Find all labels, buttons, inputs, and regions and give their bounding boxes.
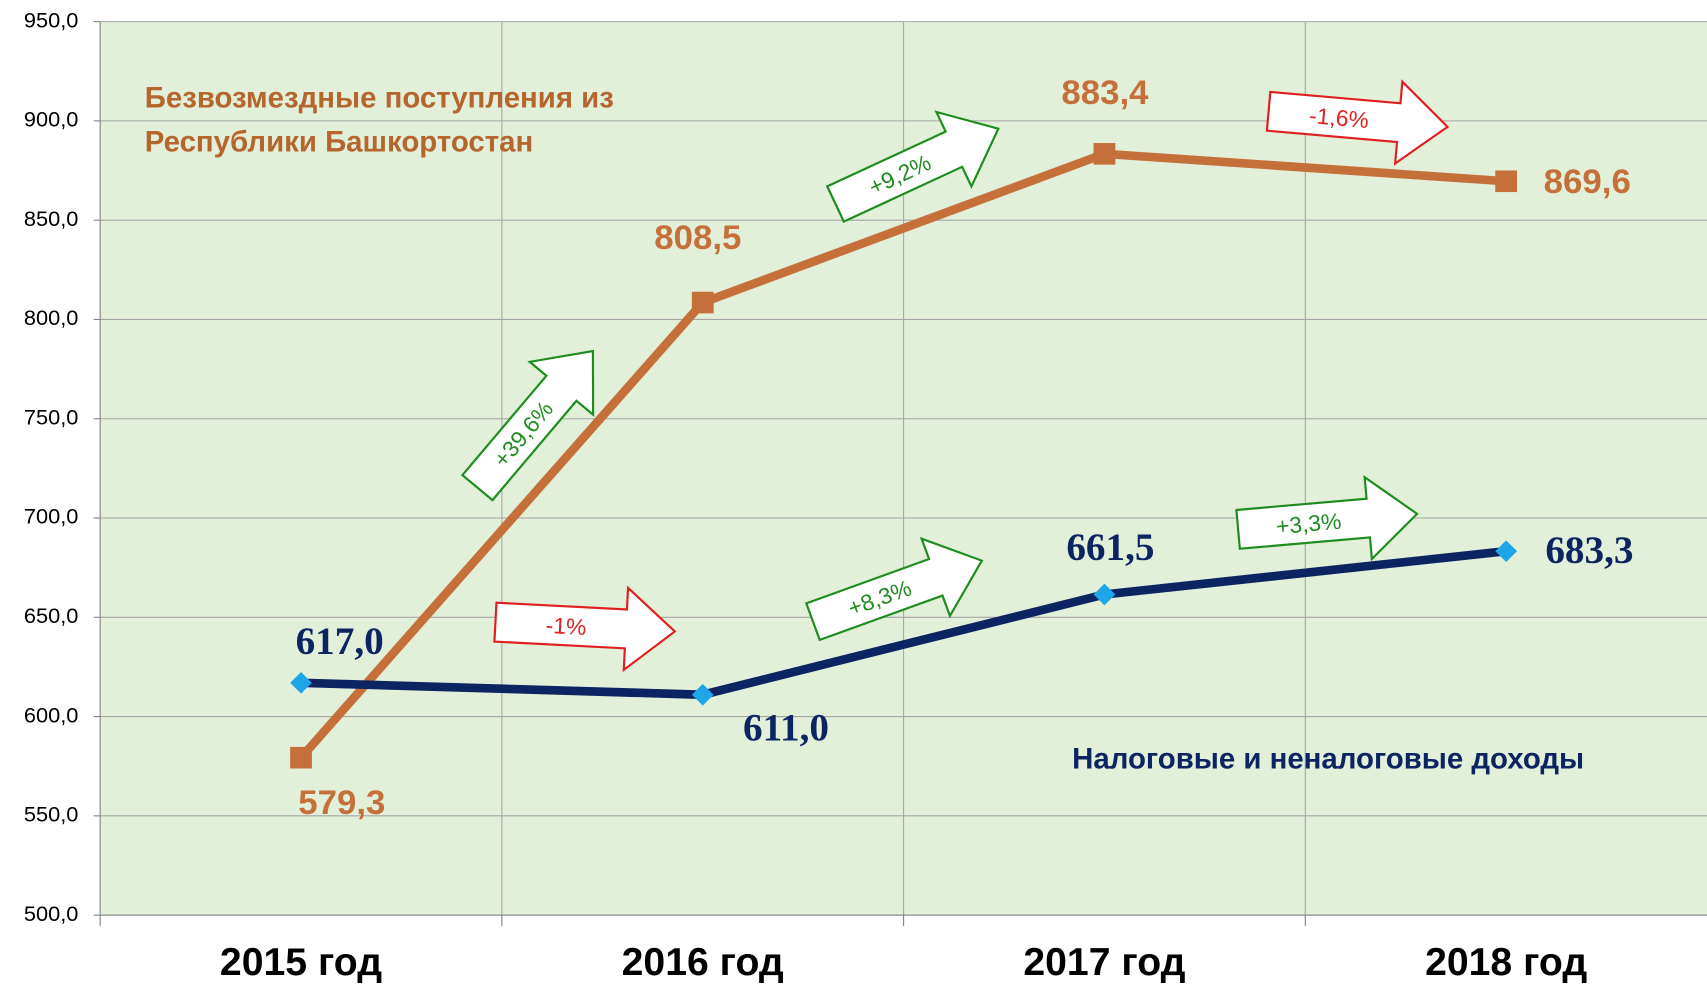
arrow-shape bbox=[460, 349, 595, 502]
y-tick-label: 750,0 bbox=[24, 405, 78, 430]
x-tick-label: 2017 год bbox=[1023, 941, 1185, 984]
value-label: 611,0 bbox=[743, 707, 829, 750]
arrow-shape bbox=[825, 110, 1000, 224]
y-tick-label: 800,0 bbox=[24, 305, 78, 330]
series-line bbox=[297, 149, 1507, 761]
y-tick-label: 600,0 bbox=[24, 702, 78, 727]
marker bbox=[691, 291, 714, 314]
series-label: Безвозмездные поступления из Республики Б… bbox=[145, 81, 614, 158]
value-label: 808,5 bbox=[654, 219, 741, 257]
x-tick-label: 2018 год bbox=[1425, 941, 1587, 984]
arrow-label: +3,3% bbox=[1275, 508, 1342, 539]
y-tick-label: 550,0 bbox=[24, 802, 78, 827]
arrow-label: -1,6% bbox=[1308, 102, 1370, 133]
x-tick-label: 2015 год bbox=[220, 941, 382, 984]
value-label: 883,4 bbox=[1061, 74, 1149, 112]
y-tick-label: 850,0 bbox=[24, 206, 78, 231]
y-tick-label: 950,0 bbox=[24, 7, 78, 32]
change-arrow: -1% bbox=[493, 585, 677, 673]
arrow-label: -1% bbox=[545, 612, 587, 640]
marker bbox=[290, 746, 312, 769]
value-label: 869,6 bbox=[1544, 163, 1631, 201]
value-label: 661,5 bbox=[1066, 526, 1154, 569]
series-line bbox=[300, 546, 1507, 700]
value-label: 683,3 bbox=[1545, 529, 1633, 572]
arrow-shape bbox=[493, 585, 677, 673]
change-arrow: +3,3% bbox=[1235, 474, 1419, 562]
marker bbox=[290, 672, 312, 694]
value-label: 579,3 bbox=[298, 784, 385, 822]
marker bbox=[1495, 540, 1518, 562]
y-tick-label: 500,0 bbox=[24, 901, 78, 926]
x-tick-label: 2016 год bbox=[622, 941, 784, 984]
y-tick-label: 650,0 bbox=[24, 603, 78, 628]
value-label: 617,0 bbox=[296, 620, 384, 663]
arrow-shape bbox=[1265, 79, 1450, 166]
marker bbox=[1495, 170, 1518, 193]
y-tick-label: 900,0 bbox=[24, 107, 78, 132]
arrow-shape bbox=[804, 536, 984, 642]
change-arrow: -1,6% bbox=[1265, 79, 1450, 166]
marker bbox=[1093, 583, 1116, 606]
arrow-shape bbox=[1235, 474, 1419, 562]
marker bbox=[1093, 143, 1116, 165]
y-tick-label: 700,0 bbox=[24, 504, 78, 529]
series-label: Налоговые и неналоговые доходы bbox=[1072, 742, 1584, 775]
